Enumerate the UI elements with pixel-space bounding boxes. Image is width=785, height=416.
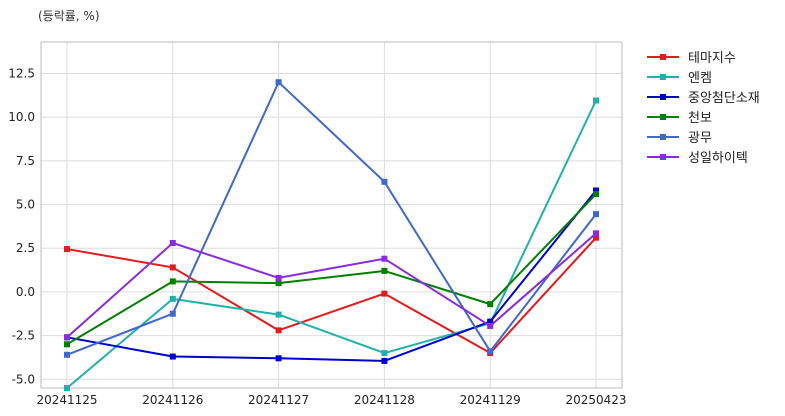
legend-label: 엔켐 bbox=[688, 71, 712, 86]
data-point bbox=[169, 295, 176, 302]
y-axis-ticks: -5.0 -2.5 0.0 2.5 5.0 7.5 10.0 12.5 bbox=[8, 66, 35, 386]
data-point bbox=[381, 350, 388, 357]
data-point bbox=[64, 334, 70, 341]
data-point bbox=[275, 280, 282, 287]
x-tick-label: 20241127 bbox=[248, 393, 309, 407]
y-tick-label: -2.5 bbox=[12, 329, 35, 343]
legend-marker bbox=[660, 54, 666, 60]
data-point bbox=[487, 318, 494, 325]
legend-item: 천보 bbox=[647, 111, 712, 126]
data-point bbox=[169, 353, 176, 360]
data-point bbox=[275, 327, 282, 334]
x-tick-label: 20250423 bbox=[565, 393, 626, 407]
data-point bbox=[64, 341, 70, 348]
data-point bbox=[381, 290, 388, 297]
legend-marker bbox=[660, 134, 666, 140]
y-tick-label: 5.0 bbox=[16, 198, 35, 212]
legend-item: 광무 bbox=[647, 131, 712, 146]
data-point bbox=[381, 357, 388, 364]
data-point bbox=[593, 234, 599, 241]
series-line bbox=[66, 100, 597, 389]
data-point bbox=[381, 267, 388, 274]
data-point bbox=[275, 274, 282, 281]
data-point bbox=[64, 385, 70, 391]
data-point bbox=[275, 355, 282, 362]
series-line bbox=[66, 232, 597, 339]
series-4 bbox=[64, 191, 599, 348]
data-point bbox=[275, 311, 282, 318]
legend-marker bbox=[660, 114, 666, 120]
legend-label: 천보 bbox=[688, 111, 712, 126]
plot-frame bbox=[40, 41, 623, 389]
x-tick-label: 20241128 bbox=[354, 393, 415, 407]
legend-item: 중앙첨단소재 bbox=[647, 91, 760, 106]
legend-label: 광무 bbox=[688, 131, 712, 146]
data-point bbox=[169, 310, 176, 317]
series-lines bbox=[64, 79, 599, 391]
legend-label: 테마지수 bbox=[688, 51, 736, 66]
x-axis-ticks: 20241125 20241126 20241127 20241128 20241129… bbox=[36, 393, 626, 407]
data-point bbox=[593, 230, 599, 237]
series-6 bbox=[64, 230, 599, 341]
series-1 bbox=[64, 234, 599, 357]
y-tick-label: 2.5 bbox=[16, 241, 35, 255]
x-tick-label: 20241126 bbox=[142, 393, 203, 407]
legend-item: 엔켐 bbox=[647, 71, 712, 86]
y-tick-label: 10.0 bbox=[8, 110, 35, 124]
series-line bbox=[66, 237, 597, 355]
series-line bbox=[66, 189, 597, 362]
x-tick-label: 20241125 bbox=[36, 393, 97, 407]
series-line bbox=[66, 193, 597, 346]
data-point bbox=[593, 187, 599, 194]
legend-label: 중앙첨단소재 bbox=[688, 91, 760, 106]
data-point bbox=[169, 278, 176, 285]
series-line bbox=[66, 81, 597, 356]
legend-marker bbox=[660, 74, 666, 80]
series-5 bbox=[64, 79, 599, 358]
data-point bbox=[381, 255, 388, 262]
legend-marker bbox=[660, 94, 666, 100]
data-point bbox=[64, 351, 70, 358]
y-tick-label: 0.0 bbox=[16, 285, 35, 299]
legend-item: 성일하이텍 bbox=[647, 151, 748, 166]
data-point bbox=[381, 178, 388, 185]
data-point bbox=[487, 322, 494, 329]
y-tick-label: -5.0 bbox=[12, 372, 35, 386]
data-point bbox=[487, 301, 494, 308]
data-point bbox=[593, 211, 599, 218]
y-tick-label: 12.5 bbox=[8, 66, 35, 80]
data-point bbox=[169, 239, 176, 246]
y-tick-label: 7.5 bbox=[16, 154, 35, 168]
legend-marker bbox=[660, 154, 666, 160]
data-point bbox=[487, 348, 494, 355]
data-point bbox=[169, 264, 176, 271]
data-point bbox=[593, 191, 599, 198]
legend-item: 테마지수 bbox=[647, 51, 736, 66]
data-point bbox=[275, 79, 282, 86]
data-point bbox=[64, 246, 70, 253]
series-2 bbox=[64, 97, 599, 391]
x-tick-label: 20241129 bbox=[460, 393, 521, 407]
legend-label: 성일하이텍 bbox=[688, 151, 748, 166]
unit-label: (등락률, %) bbox=[38, 9, 100, 23]
data-point bbox=[593, 97, 599, 104]
